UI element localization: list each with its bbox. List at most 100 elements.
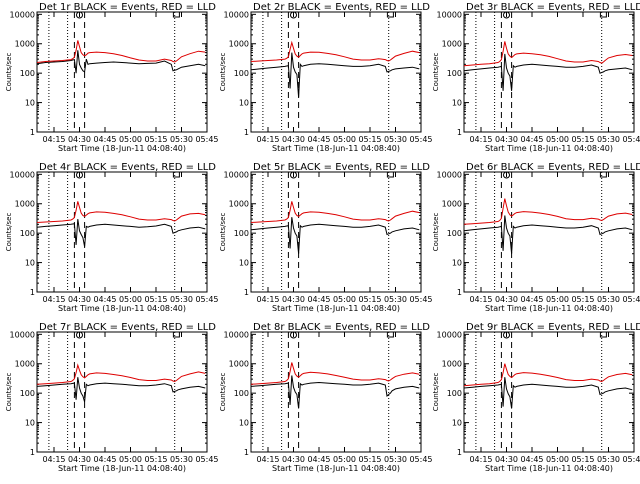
- interval-marker: [599, 11, 607, 18]
- interval-marker: [599, 171, 607, 178]
- x-tick-label: 05:45: [409, 135, 432, 144]
- x-tick-label: 04:15: [256, 295, 279, 304]
- x-tick-label: 05:45: [622, 135, 640, 144]
- x-tick-label: 05:00: [119, 295, 142, 304]
- y-tick-label: 100: [234, 229, 249, 238]
- x-tick-label: 05:30: [170, 135, 193, 144]
- panel-det-5: Det 5r BLACK = Events, RED = LLD 1 10 100 10…: [219, 162, 433, 313]
- y-axis-label: Counts/sec: [219, 53, 227, 92]
- panel-det-7: Det 7r BLACK = Events, RED = LLD 1 10 100 10…: [5, 322, 219, 473]
- x-tick-label: 05:00: [333, 455, 356, 464]
- plot-frame: [250, 11, 422, 133]
- x-tick-label: 04:30: [282, 135, 305, 144]
- x-tick-label: 04:30: [68, 295, 91, 304]
- y-tick-label: 1000: [229, 360, 249, 369]
- y-tick-label: 10000: [437, 330, 462, 339]
- x-tick-label: 04:45: [93, 295, 116, 304]
- plot-frame: [250, 171, 422, 293]
- panel-det-1: Det 1r BLACK = Events, RED = LLD 1 10 100 10…: [5, 2, 219, 153]
- x-tick-label: 05:15: [144, 455, 167, 464]
- series-lld-line: [37, 201, 206, 223]
- panel-det-9: Det 9r BLACK = Events, RED = LLD 1 10 100 10…: [432, 322, 640, 473]
- x-tick-label: 05:45: [195, 295, 218, 304]
- x-axis-label: Start Time (18-Jun-11 04:08:40): [485, 304, 613, 313]
- x-tick-label: 05:00: [119, 455, 142, 464]
- x-tick-label: 04:45: [520, 135, 543, 144]
- x-tick-label: 05:30: [597, 135, 620, 144]
- x-tick-label: 05:00: [333, 135, 356, 144]
- x-axis-label: Start Time (18-Jun-11 04:08:40): [272, 144, 400, 153]
- y-tick-label: 100: [20, 229, 35, 238]
- x-tick-label: 04:30: [282, 455, 305, 464]
- y-tick-label: 100: [20, 69, 35, 78]
- x-tick-label: 04:45: [520, 455, 543, 464]
- y-tick-label: 10: [452, 99, 462, 108]
- y-tick-label: 1: [457, 128, 462, 137]
- y-tick-label: 100: [447, 69, 462, 78]
- y-tick-label: 10000: [224, 170, 249, 179]
- x-tick-label: 04:15: [256, 135, 279, 144]
- interval-marker: [172, 171, 180, 178]
- y-tick-label: 10: [239, 259, 249, 268]
- series-events-line: [251, 375, 420, 409]
- x-tick-label: 05:45: [195, 135, 218, 144]
- series-lld-line: [37, 40, 206, 63]
- x-tick-label: 04:30: [495, 135, 518, 144]
- panel-det-6: Det 6r BLACK = Events, RED = LLD 1 10 100 10…: [432, 162, 640, 313]
- interval-marker: [172, 331, 180, 338]
- y-tick-label: 1: [244, 128, 249, 137]
- y-tick-label: 10: [452, 419, 462, 428]
- x-axis-label: Start Time (18-Jun-11 04:08:40): [58, 144, 186, 153]
- y-tick-label: 1000: [442, 360, 462, 369]
- x-tick-label: 04:15: [469, 295, 492, 304]
- x-tick-label: 05:15: [358, 455, 381, 464]
- y-tick-label: 1000: [15, 200, 35, 209]
- y-tick-label: 1: [457, 288, 462, 297]
- series-events-line: [464, 215, 633, 254]
- x-tick-label: 05:30: [384, 455, 407, 464]
- y-tick-label: 10000: [224, 330, 249, 339]
- y-tick-label: 100: [20, 389, 35, 398]
- y-tick-label: 100: [447, 389, 462, 398]
- x-tick-label: 05:30: [597, 455, 620, 464]
- interval-marker: [599, 331, 607, 338]
- y-tick-label: 10000: [437, 10, 462, 19]
- series-events-line: [464, 53, 633, 91]
- y-axis-label: Counts/sec: [5, 53, 13, 92]
- x-tick-label: 04:30: [495, 455, 518, 464]
- series-lld-line: [37, 363, 206, 385]
- y-tick-label: 10: [239, 419, 249, 428]
- series-lld-line: [251, 201, 420, 223]
- y-tick-label: 10000: [10, 10, 35, 19]
- series-events-line: [37, 219, 206, 247]
- series-lld-line: [464, 363, 633, 387]
- y-axis-label: Counts/sec: [432, 373, 440, 412]
- plot-frame: [36, 331, 208, 453]
- interval-marker: [386, 11, 394, 18]
- series-events-line: [251, 217, 420, 254]
- y-tick-label: 10000: [10, 330, 35, 339]
- x-tick-label: 05:00: [546, 455, 569, 464]
- y-tick-label: 10: [239, 99, 249, 108]
- series-lld-line: [251, 362, 420, 385]
- y-axis-label: Counts/sec: [5, 373, 13, 412]
- x-tick-label: 04:15: [469, 455, 492, 464]
- x-axis-label: Start Time (18-Jun-11 04:08:40): [58, 464, 186, 473]
- y-tick-label: 1000: [442, 40, 462, 49]
- x-tick-label: 04:30: [282, 295, 305, 304]
- series-lld-line: [251, 40, 420, 62]
- y-tick-label: 10: [452, 259, 462, 268]
- x-tick-label: 04:45: [93, 135, 116, 144]
- y-tick-label: 100: [234, 69, 249, 78]
- panel-det-8: Det 8r BLACK = Events, RED = LLD 1 10 100 10…: [219, 322, 433, 473]
- plot-frame: [250, 331, 422, 453]
- x-tick-label: 04:15: [42, 135, 65, 144]
- x-tick-label: 05:15: [571, 295, 594, 304]
- y-tick-label: 10: [25, 419, 35, 428]
- x-tick-label: 04:45: [307, 295, 330, 304]
- y-tick-label: 1: [30, 288, 35, 297]
- panel-title: Det 8r BLACK = Events, RED = LLD: [253, 322, 430, 333]
- panel-det-2: Det 2r BLACK = Events, RED = LLD 1 10 100 10…: [219, 2, 433, 153]
